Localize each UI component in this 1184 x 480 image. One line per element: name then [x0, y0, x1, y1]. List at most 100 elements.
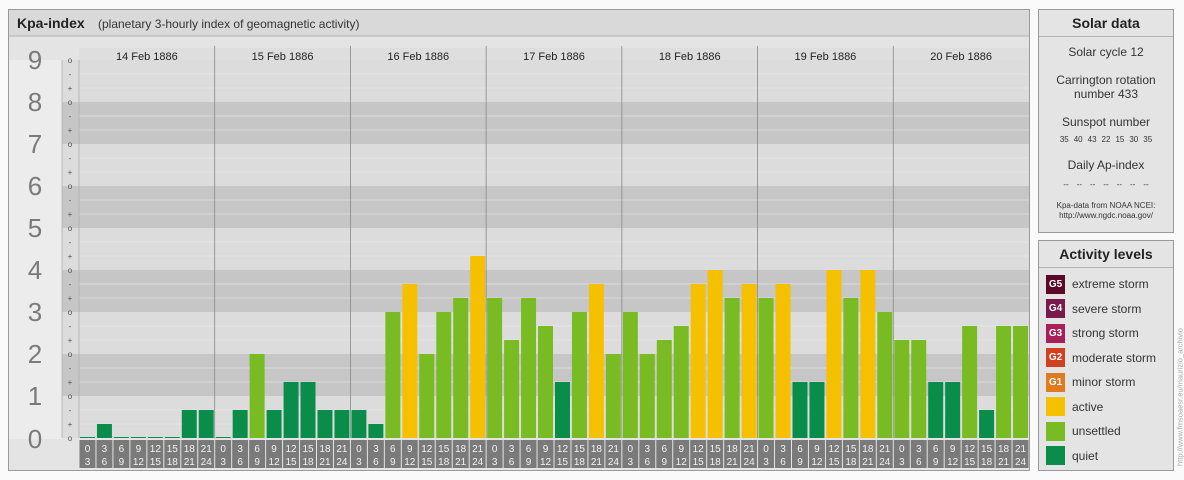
time-cell [537, 440, 554, 468]
interval-end-label: 15 [964, 457, 976, 468]
kp-bar [894, 340, 910, 438]
activity-level-extreme-storm: G5 extreme storm [1046, 274, 1149, 294]
time-cell [520, 440, 537, 468]
interval-end-label: 12 [133, 457, 145, 468]
ap-value: -- [1103, 180, 1109, 189]
kp-bar [317, 409, 333, 438]
interval-end-label: 12 [404, 457, 416, 468]
sunspot-value: 15 [1115, 135, 1125, 144]
activity-level-severe-storm: G4 severe storm [1046, 299, 1141, 319]
time-cell [249, 440, 266, 468]
kp-bar [622, 312, 638, 438]
interval-end-label: 6 [780, 457, 786, 468]
interval-end-label: 3 [220, 457, 226, 468]
time-cell [842, 440, 859, 468]
activity-level-unsettled: unsettled [1046, 421, 1121, 441]
kp-minor-label: + [68, 420, 73, 429]
interval-end-label: 24 [201, 457, 213, 468]
time-cell [995, 440, 1012, 468]
time-cell [147, 440, 164, 468]
kp-bar [690, 283, 706, 438]
kp-bar [673, 325, 689, 438]
interval-start-label: 21 [879, 444, 891, 455]
interval-start-label: 21 [201, 444, 213, 455]
time-cell [808, 440, 825, 468]
interval-end-label: 9 [526, 457, 532, 468]
kp-minor-label: o [68, 56, 73, 65]
interval-start-label: 12 [828, 444, 840, 455]
kp-minor-label: + [68, 294, 73, 303]
sunspot-value: 43 [1087, 135, 1097, 144]
interval-start-label: 21 [1015, 444, 1027, 455]
interval-start-label: 9 [407, 444, 413, 455]
kp-minor-label: - [69, 70, 72, 79]
kp-bar [470, 256, 486, 438]
sunspot-value: 30 [1129, 135, 1139, 144]
kp-bar [232, 409, 248, 438]
time-cell [876, 440, 893, 468]
time-cell [300, 440, 316, 468]
time-cell [554, 440, 571, 468]
interval-start-label: 12 [693, 444, 705, 455]
interval-start-label: 6 [390, 444, 396, 455]
kp-bar [266, 409, 282, 438]
time-cell [198, 440, 215, 468]
interval-end-label: 3 [763, 457, 769, 468]
kp-minor-label: o [68, 392, 73, 401]
kp-level-label: 5 [28, 213, 42, 243]
interval-start-label: 12 [150, 444, 162, 455]
day-label: 20 Feb 1886 [930, 51, 992, 63]
chart-subtitle: (planetary 3-hourly index of geomagnetic… [98, 17, 359, 31]
interval-start-label: 3 [509, 444, 515, 455]
interval-start-label: 0 [763, 444, 769, 455]
kp-label-column [9, 60, 62, 439]
time-cell [317, 440, 333, 468]
interval-start-label: 3 [916, 444, 922, 455]
kp-bar [571, 312, 587, 438]
interval-start-label: 15 [845, 444, 857, 455]
interval-end-label: 18 [845, 457, 857, 468]
activity-level-active: active [1046, 397, 1103, 417]
watermark-text: http://www.fmsoaesr.eu/maurizio_archivio [1176, 328, 1184, 466]
kp-band [62, 60, 1029, 102]
interval-end-label: 6 [645, 457, 651, 468]
sunspot-value: 40 [1073, 135, 1083, 144]
interval-start-label: 12 [964, 444, 976, 455]
kp-band [62, 144, 1029, 186]
interval-start-label: 0 [899, 444, 905, 455]
time-cell [384, 440, 401, 468]
kp-level-label: 7 [28, 129, 42, 159]
interval-end-label: 18 [574, 457, 586, 468]
kp-bar [334, 409, 350, 438]
kp-bar [198, 409, 214, 438]
interval-end-label: 24 [336, 457, 348, 468]
kp-bar [809, 382, 825, 438]
sunspot-label: Sunspot number [1061, 115, 1151, 129]
kp-bar [724, 298, 740, 438]
kp-minor-label: - [69, 406, 72, 415]
interval-start-label: 9 [814, 444, 820, 455]
activity-levels-title: Activity levels [1039, 241, 1173, 268]
activity-level-label: unsettled [1072, 424, 1121, 438]
time-cell [435, 440, 452, 468]
interval-start-label: 12 [285, 444, 297, 455]
kp-minor-label: + [68, 336, 73, 345]
kp-minor-label: o [68, 182, 73, 191]
time-cell [944, 440, 961, 468]
interval-start-label: 15 [167, 444, 179, 455]
interval-end-label: 6 [102, 457, 108, 468]
ap-value: -- [1090, 180, 1096, 189]
interval-end-label: 12 [676, 457, 688, 468]
interval-end-label: 21 [319, 457, 331, 468]
activity-level-label: moderate storm [1072, 350, 1157, 365]
kp-minor-label: o [68, 224, 73, 233]
activity-level-swatch: G4 [1046, 299, 1065, 318]
ap-label: Daily Ap-index [1067, 158, 1145, 172]
time-cell [910, 440, 927, 468]
interval-start-label: 15 [574, 444, 586, 455]
ap-values: -- -- -- -- -- -- -- [1039, 180, 1173, 189]
day-label: 14 Feb 1886 [116, 51, 178, 63]
time-cell [792, 440, 808, 468]
kp-level-label: 6 [28, 171, 42, 201]
day-label: 19 Feb 1886 [795, 51, 857, 63]
